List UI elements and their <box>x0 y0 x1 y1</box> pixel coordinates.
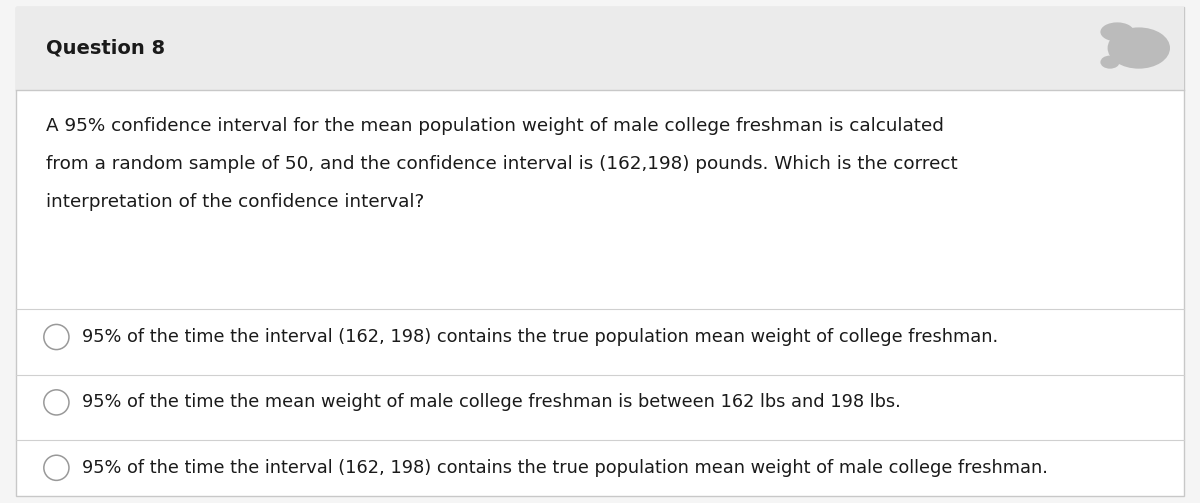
Ellipse shape <box>1100 56 1120 69</box>
FancyBboxPatch shape <box>16 7 1184 90</box>
Text: 95% of the time the interval (162, 198) contains the true population mean weight: 95% of the time the interval (162, 198) … <box>82 459 1048 477</box>
Ellipse shape <box>44 324 68 350</box>
Text: Question 8: Question 8 <box>46 39 164 57</box>
Text: 95% of the time the interval (162, 198) contains the true population mean weight: 95% of the time the interval (162, 198) … <box>82 328 997 346</box>
Ellipse shape <box>1100 22 1134 42</box>
FancyBboxPatch shape <box>16 7 1184 496</box>
Text: A 95% confidence interval for the mean population weight of male college freshma: A 95% confidence interval for the mean p… <box>46 117 943 135</box>
Ellipse shape <box>44 390 68 415</box>
Ellipse shape <box>44 455 68 480</box>
Text: from a random sample of 50, and the confidence interval is (162,198) pounds. Whi: from a random sample of 50, and the conf… <box>46 155 958 173</box>
Text: 95% of the time the mean weight of male college freshman is between 162 lbs and : 95% of the time the mean weight of male … <box>82 393 900 411</box>
Ellipse shape <box>1108 28 1170 69</box>
Text: interpretation of the confidence interval?: interpretation of the confidence interva… <box>46 193 424 211</box>
